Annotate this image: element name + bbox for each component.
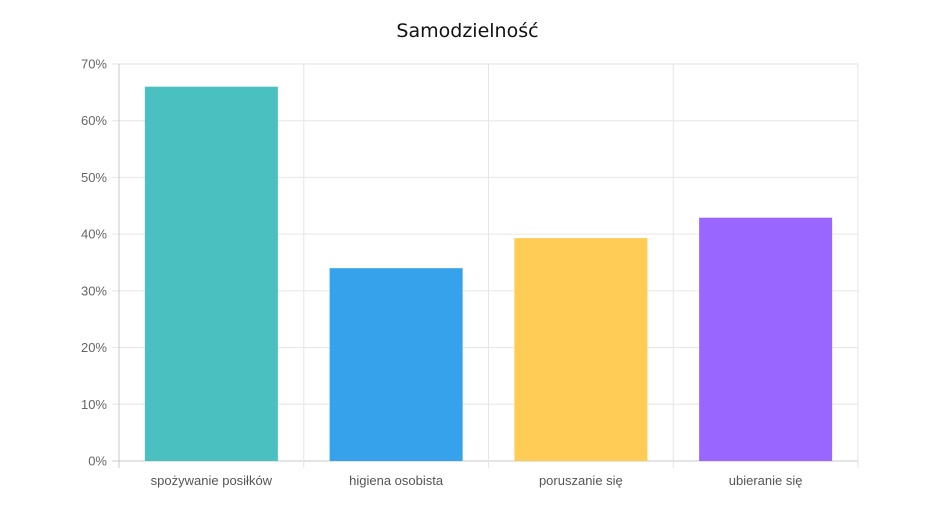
y-tick-label: 20% xyxy=(81,340,107,355)
y-tick-label: 30% xyxy=(81,283,107,298)
y-tick-label: 0% xyxy=(88,454,107,469)
bar-1 xyxy=(144,86,278,461)
y-tick-label: 40% xyxy=(81,227,107,242)
bar-3 xyxy=(514,238,648,461)
x-tick-label: ubieranie się xyxy=(729,473,803,488)
chart-title: Samodzielność xyxy=(396,20,539,42)
bar-2 xyxy=(329,268,463,461)
x-tick-label: spożywanie posiłków xyxy=(151,473,273,488)
y-tick-label: 70% xyxy=(81,57,107,72)
y-tick-label: 50% xyxy=(81,170,107,185)
x-tick-label: poruszanie się xyxy=(539,473,623,488)
x-tick-label: higiena osobista xyxy=(349,473,444,488)
y-tick-label: 60% xyxy=(81,113,107,128)
bar-4 xyxy=(699,217,833,461)
y-tick-label: 10% xyxy=(81,397,107,412)
